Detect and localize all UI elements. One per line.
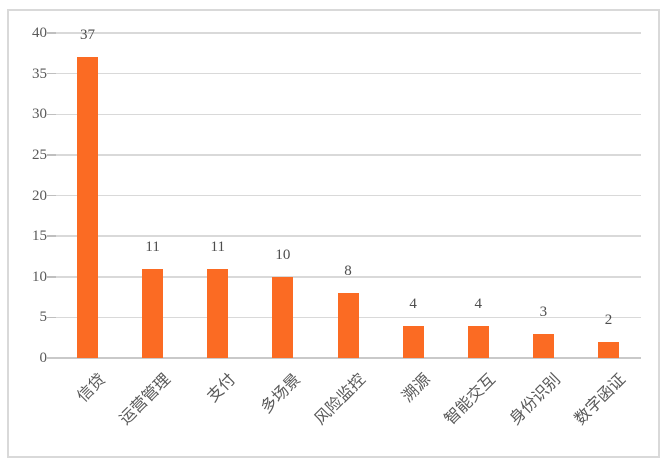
y-axis-tick	[47, 194, 56, 197]
bar	[77, 57, 99, 358]
y-axis-tick-label: 5	[39, 309, 48, 326]
gridline	[55, 72, 641, 75]
bar-value-label: 3	[539, 303, 548, 320]
y-axis-tick	[47, 235, 56, 237]
y-axis-tick-label: 10	[32, 268, 47, 285]
x-axis-category-label: 运营管理	[116, 371, 174, 429]
x-axis-line	[47, 357, 641, 359]
x-axis-category-label: 身份识别	[507, 371, 565, 429]
bar-value-label: 11	[210, 238, 225, 255]
y-axis-tick	[47, 154, 56, 156]
x-axis-category-label: 多场景	[257, 371, 304, 417]
bar	[532, 333, 554, 358]
x-axis-category-label: 数字函证	[572, 371, 630, 429]
gridline	[55, 154, 641, 156]
y-axis-tick-label: 30	[32, 106, 47, 123]
bar	[142, 268, 164, 358]
bar-value-label: 4	[409, 295, 417, 312]
y-axis-tick	[47, 276, 56, 278]
y-axis-tick	[47, 72, 56, 75]
x-axis-category-label: 溯源	[399, 371, 435, 406]
gridline	[55, 32, 641, 34]
y-axis-tick	[47, 32, 56, 34]
gridline	[55, 235, 641, 237]
x-axis-category-label: 风险监控	[311, 371, 370, 429]
y-axis-tick	[47, 113, 56, 115]
bar-value-label: 4	[474, 295, 482, 312]
bar	[337, 293, 359, 358]
gridline	[55, 194, 641, 197]
bar-value-label: 8	[344, 263, 352, 279]
y-axis-tick-label: 15	[32, 228, 47, 245]
gridline	[55, 113, 641, 115]
y-axis-tick	[47, 316, 56, 319]
bar	[597, 341, 619, 358]
y-axis-tick-label: 0	[39, 350, 48, 366]
bar	[467, 325, 489, 358]
bar-value-label: 11	[145, 238, 160, 255]
bar-value-label: 2	[604, 311, 613, 328]
chart-frame	[7, 9, 660, 458]
y-axis-tick-label: 25	[32, 146, 47, 163]
bar-value-label: 10	[275, 246, 291, 263]
y-axis-tick-label: 20	[32, 187, 47, 204]
bar	[402, 325, 424, 358]
x-axis-category-label: 支付	[204, 371, 239, 406]
y-axis-tick-label: 35	[32, 65, 47, 82]
bar	[272, 276, 294, 358]
y-axis-tick-label: 40	[32, 25, 47, 41]
x-axis-category-label: 信贷	[73, 371, 109, 406]
gridline	[55, 276, 641, 278]
bar	[207, 268, 229, 358]
x-axis-category-label: 智能交互	[441, 371, 500, 429]
bar-value-label: 37	[80, 27, 96, 44]
